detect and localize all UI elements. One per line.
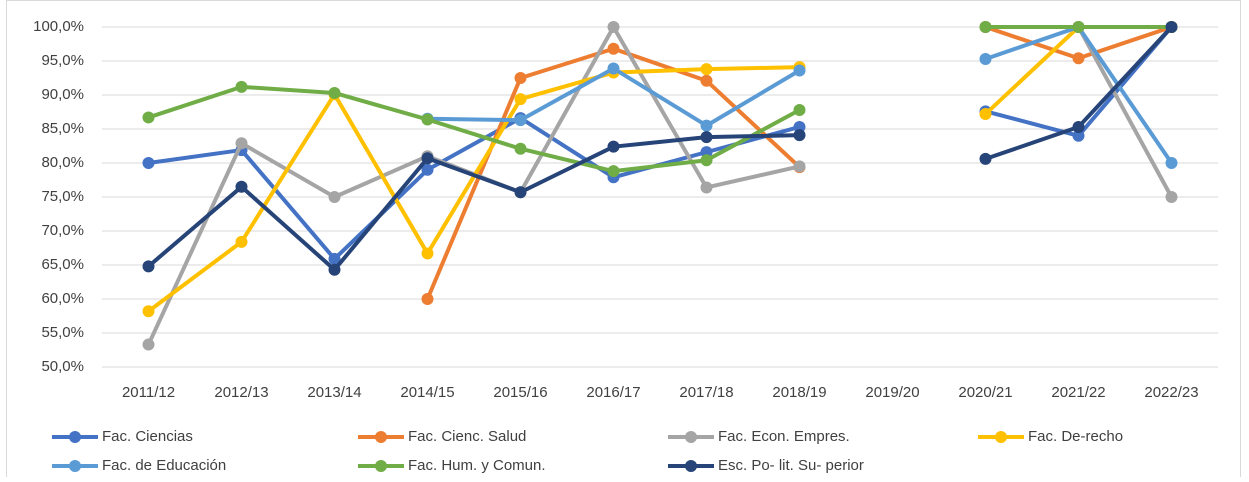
data-point: [700, 154, 713, 167]
legend-marker: [685, 460, 697, 472]
data-point: [328, 263, 341, 276]
y-tick-label: 70,0%: [41, 222, 84, 239]
data-point: [793, 103, 806, 116]
data-point: [700, 181, 713, 194]
x-tick-label: 2020/21: [958, 384, 1012, 401]
data-point: [142, 338, 155, 351]
data-point: [700, 74, 713, 87]
x-tick-label: 2012/13: [214, 384, 268, 401]
legend-marker: [69, 460, 81, 472]
data-point: [700, 119, 713, 132]
data-point: [979, 21, 992, 33]
x-tick-label: 2021/22: [1051, 384, 1105, 401]
data-point: [1072, 129, 1085, 142]
legend-label: Fac. Hum. y Comun.: [408, 457, 546, 474]
data-point: [607, 165, 620, 178]
legend-label: Fac. de Educación: [102, 457, 226, 474]
legend-marker: [375, 460, 387, 472]
data-point: [979, 152, 992, 165]
data-point: [142, 111, 155, 124]
data-point: [514, 72, 527, 84]
data-point: [793, 160, 806, 173]
data-point: [421, 163, 434, 176]
data-point: [421, 293, 434, 305]
data-point: [1165, 157, 1178, 169]
x-tick-label: 2015/16: [493, 384, 547, 401]
y-tick-label: 60,0%: [41, 290, 84, 307]
data-point: [700, 131, 713, 144]
y-tick-label: 100,0%: [33, 18, 84, 35]
x-tick-label: 2017/18: [679, 384, 733, 401]
data-point: [979, 108, 992, 121]
data-point: [700, 63, 713, 76]
data-point: [421, 113, 434, 126]
y-tick-label: 50,0%: [41, 358, 84, 375]
x-tick-label: 2016/17: [586, 384, 640, 401]
series-line: [146, 25, 1174, 346]
legend-marker: [685, 431, 697, 443]
legend-marker: [69, 431, 81, 443]
data-point: [1165, 191, 1178, 203]
data-point: [793, 64, 806, 77]
data-point: [607, 62, 620, 75]
data-point: [235, 180, 248, 193]
data-point: [142, 305, 155, 318]
chart-frame: [6, 0, 1241, 482]
data-point: [607, 42, 620, 55]
y-tick-label: 95,0%: [41, 52, 84, 69]
data-point: [514, 186, 527, 199]
x-tick-label: 2018/19: [772, 384, 826, 401]
data-point: [421, 247, 434, 260]
legend-marker: [375, 431, 387, 443]
data-point: [514, 114, 527, 127]
data-point: [328, 252, 341, 265]
y-tick-label: 80,0%: [41, 154, 84, 171]
y-tick-label: 75,0%: [41, 188, 84, 205]
data-point: [607, 140, 620, 153]
legend-label: Fac. Ciencias: [102, 428, 193, 445]
legend-label: Fac. Econ. Empres.: [718, 428, 850, 445]
y-tick-label: 55,0%: [41, 324, 84, 341]
x-tick-label: 2011/12: [122, 384, 175, 401]
y-tick-label: 85,0%: [41, 120, 84, 137]
x-tick-label: 2014/15: [400, 384, 454, 401]
data-point: [607, 21, 620, 33]
data-point: [328, 191, 341, 203]
legend-label: Fac. Cienc. Salud: [408, 428, 526, 445]
series-line: [147, 25, 1172, 313]
x-tick-label: 2019/20: [865, 384, 919, 401]
data-point: [142, 157, 155, 169]
x-tick-label: 2013/14: [307, 384, 361, 401]
legend-marker: [995, 431, 1007, 443]
data-point: [421, 152, 434, 165]
data-point: [235, 80, 248, 93]
data-point: [328, 86, 341, 99]
data-point: [979, 52, 992, 65]
x-tick-label: 2022/23: [1144, 384, 1198, 401]
data-point: [1072, 120, 1085, 133]
data-point: [793, 129, 806, 142]
y-tick-label: 65,0%: [41, 256, 84, 273]
data-point: [1072, 21, 1085, 33]
y-tick-label: 90,0%: [41, 86, 84, 103]
data-point: [1165, 21, 1178, 33]
legend-label: Fac. De-recho: [1028, 428, 1123, 445]
data-point: [142, 260, 155, 273]
legend-label: Esc. Po- lit. Su- perior: [718, 457, 864, 474]
data-point: [235, 137, 248, 150]
data-point: [514, 142, 527, 155]
data-point: [1072, 52, 1085, 65]
data-point: [235, 235, 248, 248]
data-point: [514, 93, 527, 106]
